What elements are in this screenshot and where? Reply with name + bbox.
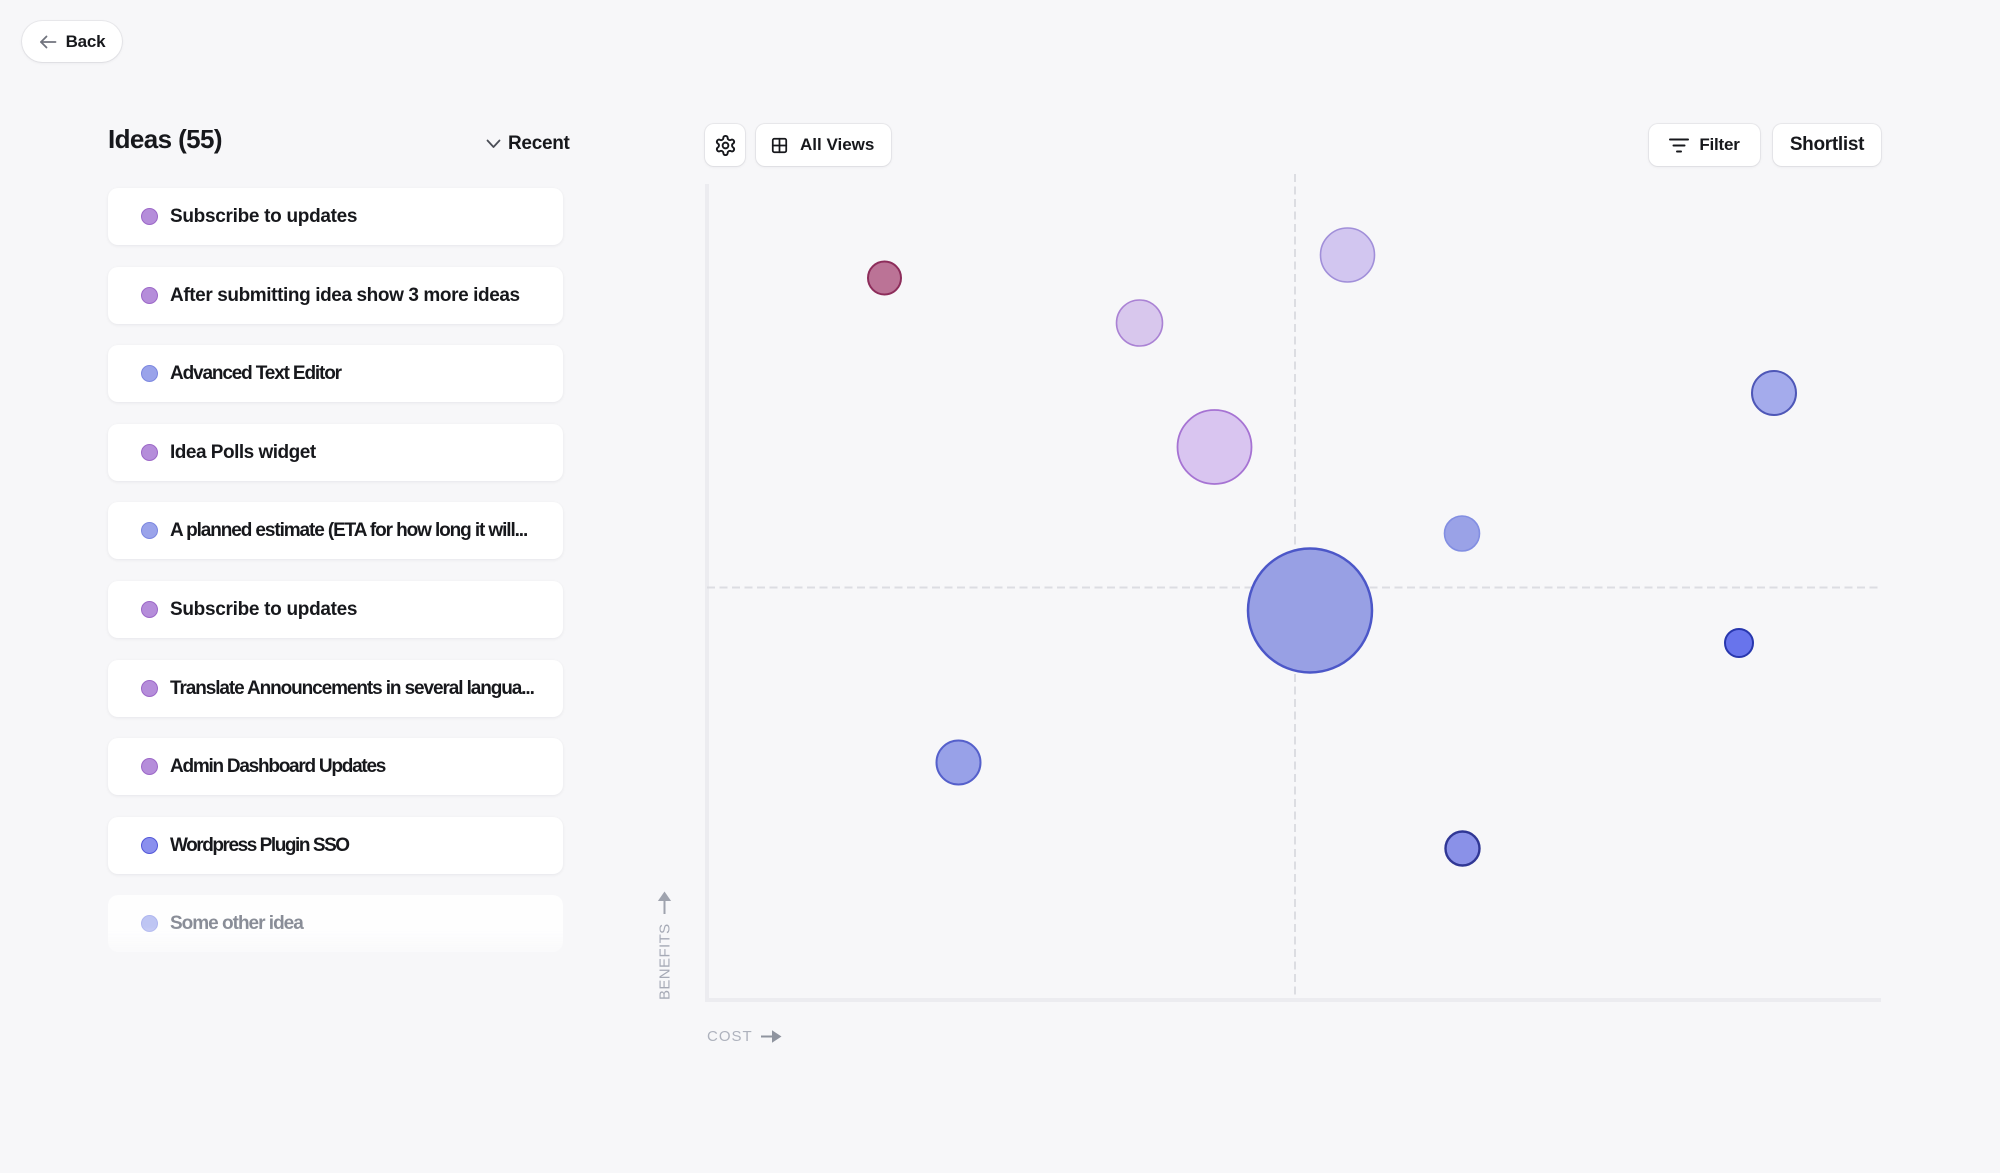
svg-text:COST: COST (707, 1028, 753, 1045)
svg-text:BENEFITS: BENEFITS (657, 923, 674, 1000)
